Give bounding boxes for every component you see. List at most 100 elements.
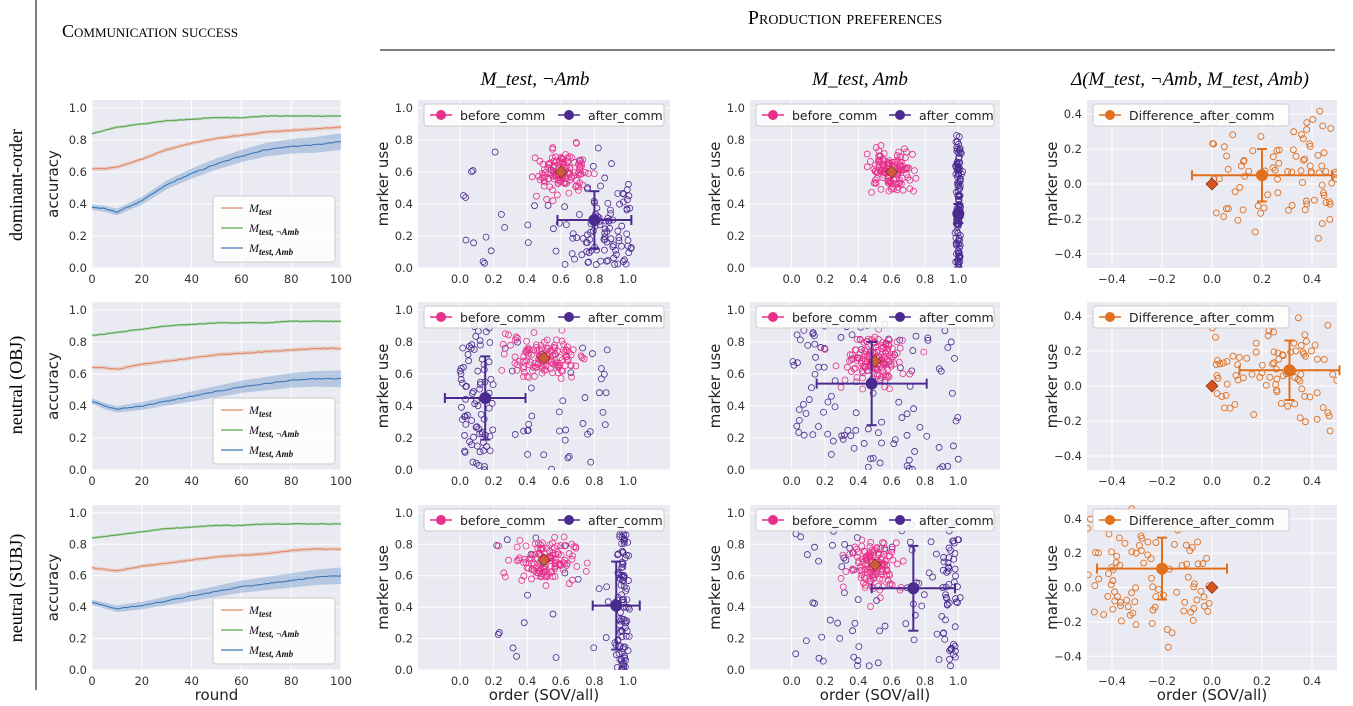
prod-notamb-subj-after-point — [614, 637, 622, 645]
diff-obj-diff-point — [1232, 371, 1240, 379]
prod-notamb-subj-after-point — [618, 665, 626, 670]
prod-notamb-obj-after-point — [476, 448, 484, 456]
row-label-subj: neutral (SUBJ) — [6, 534, 27, 642]
prod-amb-subj-after-point — [944, 567, 952, 575]
prod-notamb-subj-after-point — [614, 569, 622, 576]
prod-amb-obj-after-point — [828, 392, 835, 400]
prod-amb-subj-after-point — [792, 650, 800, 658]
diff-subj-origin-marker — [1205, 581, 1219, 594]
prod-amb-subj-before-point — [874, 549, 882, 556]
comm-subj-band-0 — [92, 547, 341, 573]
diff-dominant-diff-point — [1314, 234, 1322, 242]
prod-amb-subj-after-point — [942, 583, 950, 591]
diff-subj-xtick-label: 0.2 — [1253, 674, 1271, 688]
diff-dominant-origin-marker — [1205, 177, 1219, 191]
comm-subj-xtick-label: 80 — [284, 674, 299, 688]
comm-dominant-band-0 — [92, 125, 341, 171]
prod-amb-dominant-before-point — [873, 168, 881, 176]
prod-amb-subj-after-point — [911, 611, 919, 619]
prod-notamb-obj-after-point — [540, 451, 548, 459]
prod-amb-subj-before-point — [857, 574, 865, 582]
diff-subj-axes: −0.4 −0.2 0.0 0.2 0.4 −0.4 −0.2 0.0 0.2 0.4 marker… — [1043, 505, 1337, 704]
prod-notamb-obj-legend-box — [423, 305, 665, 329]
prod-notamb-dominant-before-point — [540, 182, 548, 190]
prod-notamb-obj-before-point — [511, 353, 519, 361]
diff-dominant-diff-point — [1320, 191, 1328, 199]
diff-obj-xtick-label: 0.0 — [1203, 474, 1221, 488]
prod-notamb-dominant-before-point — [567, 173, 575, 181]
prod-notamb-dominant-before-point — [564, 154, 571, 162]
prod-amb-dominant-before-point — [877, 142, 885, 149]
diff-subj-legend-box — [1092, 508, 1290, 532]
prod-amb-subj-before-point — [865, 553, 873, 561]
prod-notamb-dominant-after-point — [601, 233, 609, 241]
prod-notamb-obj-before-point — [498, 366, 506, 374]
diff-dominant-diff-point — [1292, 152, 1300, 160]
prod-notamb-obj-before-point — [507, 341, 514, 349]
prod-notamb-obj-after-point — [474, 367, 482, 375]
prod-amb-subj-after-point — [956, 594, 964, 601]
prod-amb-subj-before-point — [888, 545, 896, 553]
prod-notamb-subj-before-point — [530, 567, 538, 574]
prod-amb-dominant-before-point — [872, 179, 880, 187]
prod-notamb-subj-before-point — [537, 573, 545, 581]
prod-notamb-dominant-after-point — [604, 199, 612, 207]
diff-dominant-diff-point — [1212, 209, 1220, 217]
prod-notamb-obj-before-point — [564, 355, 572, 363]
prod-amb-subj-before-point — [862, 581, 869, 589]
prod-notamb-subj-before-point — [505, 556, 512, 564]
comm-subj-xtick-label: 40 — [184, 674, 199, 688]
prod-notamb-dominant-after-point — [562, 221, 570, 229]
prod-amb-subj-after-point — [950, 555, 958, 563]
prod-notamb-subj-after-point — [613, 664, 621, 670]
comm-subj-xtick-label: 0 — [88, 674, 95, 688]
prod-amb-obj-ytick-label: 0.0 — [727, 463, 745, 477]
prod-notamb-obj-after-point — [486, 447, 494, 455]
comm-dominant-band-2 — [92, 133, 341, 216]
prod-notamb-obj-before-point — [567, 362, 575, 370]
prod-notamb-dominant-after-point — [623, 186, 631, 194]
diff-subj-xtick-label: 0.0 — [1203, 674, 1221, 688]
prod-amb-dominant-before-point — [897, 158, 905, 166]
diff-obj-diff-point — [1284, 402, 1292, 410]
prod-amb-obj-after-point — [878, 418, 885, 426]
prod-amb-subj-after-point — [854, 596, 862, 603]
prod-amb-dominant-after-point — [955, 133, 963, 141]
prod-amb-obj-before-point — [873, 370, 881, 378]
prod-notamb-dominant-after-point — [579, 235, 587, 242]
prod-amb-subj-ylabel: marker use — [706, 545, 724, 630]
prod-notamb-obj-after-point — [581, 394, 589, 401]
prod-amb-obj-after-point — [867, 455, 874, 463]
diff-obj-diff-point — [1313, 415, 1321, 423]
prod-amb-obj-after-point — [809, 431, 817, 439]
prod-amb-obj-before-point — [853, 335, 861, 343]
comm-obj-series-line-1 — [91, 320, 342, 336]
prod-notamb-dominant-ytick-label: 0.8 — [395, 133, 413, 147]
prod-notamb-obj-before-point — [523, 372, 531, 380]
prod-amb-subj-before-point — [867, 539, 875, 546]
diff-obj-ytick-label: 0.0 — [1064, 379, 1082, 393]
prod-amb-subj-before-point — [869, 575, 877, 583]
prod-notamb-subj-before-point — [561, 542, 568, 550]
comm-dominant-legend-sub: test — [259, 207, 272, 217]
prod-notamb-obj-before-point — [513, 361, 521, 369]
comm-dominant-ytick-label: 0.6 — [69, 165, 87, 179]
diff-subj-diff-point — [1117, 602, 1124, 610]
prod-notamb-dominant-after-point — [625, 192, 633, 200]
prod-notamb-subj-after-point — [595, 585, 603, 593]
prod-amb-subj-before-point — [859, 558, 867, 566]
prod-notamb-obj-after-point — [465, 343, 473, 350]
prod-notamb-dominant-before-point — [549, 197, 557, 205]
comm-dominant-ytick-label: 0.2 — [69, 229, 87, 243]
prod-amb-obj-before-point — [886, 385, 893, 393]
prod-amb-dominant-after-point — [958, 170, 965, 178]
prod-notamb-dominant-after-point — [616, 200, 623, 208]
comm-obj-xtick-label: 20 — [134, 474, 149, 488]
prod-notamb-subj-xlabel: order (SOV/all) — [489, 686, 599, 704]
prod-amb-dominant-before-point — [912, 174, 920, 182]
prod-amb-obj-after-point — [811, 340, 819, 348]
prod-amb-dominant-before-point — [904, 174, 912, 181]
prod-notamb-obj-after-point — [480, 447, 488, 454]
diff-dominant-diff-point — [1318, 181, 1326, 189]
prod-amb-subj-before-point — [881, 546, 889, 554]
